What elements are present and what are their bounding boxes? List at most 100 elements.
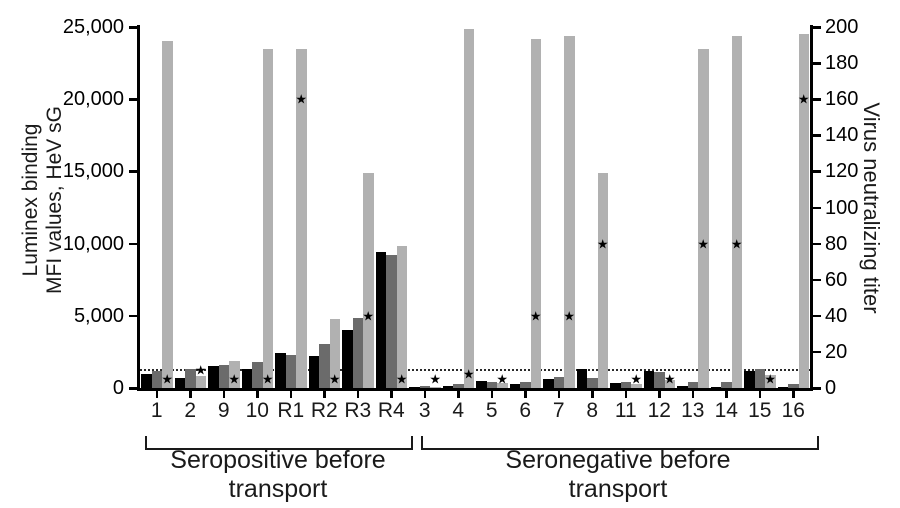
bar-light-gray-bar-11 xyxy=(631,383,642,388)
bar-light-gray-bar-6 xyxy=(530,38,541,388)
right-axis-tick-180 xyxy=(813,62,821,65)
bar-light-gray-bar-5 xyxy=(497,382,508,388)
x-axis-tick-6 xyxy=(524,391,527,398)
bar-black-bar-R1 xyxy=(275,352,286,388)
x-tick-label-5: 5 xyxy=(485,399,498,422)
left-axis-title-line2: MFI values, HeV sG xyxy=(43,106,66,294)
vn-titer-star-5: ★ xyxy=(496,371,509,387)
vn-titer-star-R4: ★ xyxy=(395,371,408,387)
bar-light-gray-bar-16 xyxy=(798,34,809,388)
x-axis-tick-4 xyxy=(457,391,460,398)
x-tick-label-3: 3 xyxy=(418,399,431,422)
x-tick-label-R3: R3 xyxy=(344,399,372,422)
x-axis-tick-8 xyxy=(591,391,594,398)
bar-dark-gray-bar-13 xyxy=(687,381,698,388)
right-axis-tick-40 xyxy=(813,314,821,318)
bar-black-bar-12 xyxy=(643,370,654,388)
right-axis-tick-140 xyxy=(813,134,821,137)
vn-titer-star-R3: ★ xyxy=(362,308,375,324)
bar-black-bar-15 xyxy=(744,371,755,388)
right-axis-tick-160 xyxy=(813,98,821,101)
group-label-seropositive-line1: Seropositive before xyxy=(170,446,386,474)
bar-dark-gray-bar-R2 xyxy=(319,343,330,388)
x-axis-tick-3 xyxy=(423,391,427,398)
left-axis-tick-label-20000: 20,000 xyxy=(62,88,124,111)
bar-light-gray-bar-R4 xyxy=(396,245,407,388)
bar-dark-gray-bar-R1 xyxy=(285,354,296,388)
right-axis-tick-60 xyxy=(813,278,821,282)
bar-dark-gray-bar-9 xyxy=(218,364,229,388)
x-tick-label-12: 12 xyxy=(647,399,671,422)
right-axis-tick-label-120: 120 xyxy=(825,160,859,183)
bar-light-gray-bar-7 xyxy=(564,36,575,388)
right-axis-tick-label-40: 40 xyxy=(825,304,848,327)
bar-light-gray-bar-10 xyxy=(262,49,273,388)
vn-titer-star-13: ★ xyxy=(697,236,710,252)
vn-titer-star-15: ★ xyxy=(764,371,777,387)
right-axis-tick-label-100: 100 xyxy=(825,196,859,219)
x-tick-label-R1: R1 xyxy=(277,399,305,422)
x-axis-tick-11 xyxy=(624,391,628,398)
bar-light-gray-bar-R3 xyxy=(363,172,374,388)
left-axis-tick-15000 xyxy=(129,170,137,173)
group-label-seronegative-line2: transport xyxy=(568,475,668,503)
vn-titer-star-6: ★ xyxy=(529,308,542,324)
x-axis-tick-15 xyxy=(758,391,762,398)
x-axis-tick-16 xyxy=(792,391,795,398)
bar-dark-gray-bar-10 xyxy=(252,362,263,388)
right-axis-tick-label-200: 200 xyxy=(825,16,859,38)
group-label-seropositive-line2: transport xyxy=(228,475,328,503)
left-axis-title: Luminex binding MFI values, HeV sG xyxy=(19,0,67,400)
x-axis-tick-R4 xyxy=(390,391,393,398)
x-axis-tick-5 xyxy=(490,391,494,398)
x-axis-tick-1 xyxy=(155,391,159,398)
bar-black-bar-6 xyxy=(509,383,520,388)
bar-black-bar-11 xyxy=(610,382,621,388)
bar-dark-gray-bar-8 xyxy=(587,377,598,388)
right-axis-tick-label-140: 140 xyxy=(825,124,859,147)
right-axis-tick-label-80: 80 xyxy=(825,232,848,255)
right-axis-title: Virus neutralizing titer xyxy=(859,102,884,314)
bar-black-bar-14 xyxy=(710,386,721,388)
vn-titer-star-11: ★ xyxy=(630,371,643,387)
vn-titer-star-8: ★ xyxy=(596,236,609,252)
bar-dark-gray-bar-15 xyxy=(754,369,765,388)
bar-light-gray-bar-3 xyxy=(430,386,441,388)
bar-dark-gray-bar-R3 xyxy=(352,317,363,388)
bar-dark-gray-bar-5 xyxy=(486,381,497,388)
x-axis-tick-R3 xyxy=(356,391,360,398)
left-axis-tick-25000 xyxy=(129,26,137,29)
x-tick-label-11: 11 xyxy=(614,399,637,422)
left-axis-tick-label-10000: 10,000 xyxy=(62,232,124,255)
group-label-seronegative: Seronegative before transport xyxy=(438,446,798,504)
vn-titer-star-4: ★ xyxy=(462,366,475,382)
vn-titer-star-10: ★ xyxy=(261,371,274,387)
bar-dark-gray-bar-R4 xyxy=(386,255,397,388)
vn-titer-star-R1: ★ xyxy=(295,91,308,107)
bar-light-gray-bar-14 xyxy=(731,36,742,388)
vn-titer-star-7: ★ xyxy=(563,308,576,324)
vn-titer-star-9: ★ xyxy=(228,371,241,387)
left-axis-tick-5000 xyxy=(129,314,137,318)
x-axis-tick-10 xyxy=(256,391,259,398)
left-axis xyxy=(137,25,140,391)
right-axis xyxy=(810,25,813,391)
bar-black-bar-4 xyxy=(442,385,453,388)
left-axis-tick-label-5000: 5,000 xyxy=(73,304,124,327)
x-tick-label-16: 16 xyxy=(781,399,805,422)
x-axis-tick-12 xyxy=(658,391,661,398)
bar-light-gray-bar-13 xyxy=(698,48,709,388)
bar-black-bar-9 xyxy=(208,366,219,388)
x-axis-tick-R1 xyxy=(289,391,293,398)
x-tick-label-7: 7 xyxy=(552,399,565,422)
bar-black-bar-3 xyxy=(409,387,420,388)
bar-light-gray-bar-1 xyxy=(162,41,173,388)
right-axis-tick-label-0: 0 xyxy=(825,377,837,399)
x-axis xyxy=(137,388,813,391)
group-label-seronegative-line1: Seronegative before xyxy=(505,446,731,474)
group-bracket-seronegative xyxy=(421,436,819,450)
vn-titer-star-2: ★ xyxy=(194,362,207,378)
bar-light-gray-bar-9 xyxy=(229,361,240,388)
bar-dark-gray-bar-16 xyxy=(788,383,799,388)
